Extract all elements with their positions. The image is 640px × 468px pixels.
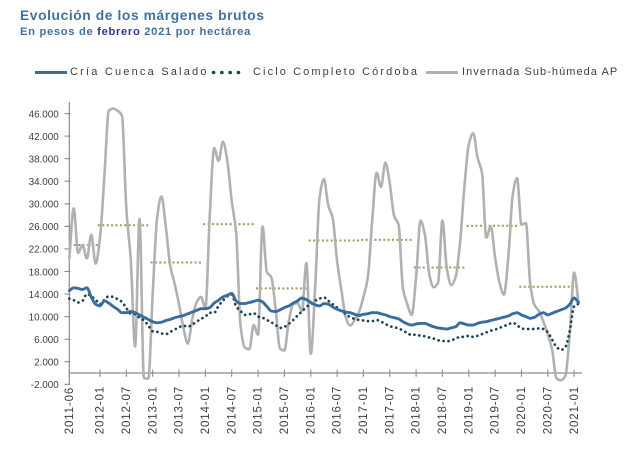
svg-text:2020-01: 2020-01 [516,386,528,434]
svg-text:2020-07: 2020-07 [542,386,554,434]
svg-text:30.000: 30.000 [29,200,60,211]
svg-text:2019-07: 2019-07 [490,386,502,434]
svg-text:2.000: 2.000 [34,358,59,369]
svg-text:38.000: 38.000 [29,155,60,166]
svg-text:2015-01: 2015-01 [253,386,265,434]
svg-text:2016-01: 2016-01 [305,386,317,434]
svg-text:2014-07: 2014-07 [226,386,238,434]
svg-text:2013-01: 2013-01 [147,386,159,434]
svg-text:2012-01: 2012-01 [95,386,107,434]
svg-text:2014-01: 2014-01 [200,386,212,434]
svg-text:2018-07: 2018-07 [437,386,449,434]
svg-text:34.000: 34.000 [29,177,60,188]
svg-text:22.000: 22.000 [29,245,60,256]
svg-text:2011-06: 2011-06 [64,387,76,434]
svg-text:42.000: 42.000 [29,132,60,143]
svg-text:18.000: 18.000 [29,267,60,278]
svg-text:2017-01: 2017-01 [358,386,370,434]
svg-text:14.000: 14.000 [29,290,60,301]
svg-text:-2.000: -2.000 [31,380,60,391]
svg-text:2015-07: 2015-07 [279,386,291,434]
svg-text:2018-01: 2018-01 [411,386,423,434]
svg-text:2017-07: 2017-07 [384,386,396,434]
svg-text:46.000: 46.000 [29,109,60,120]
svg-text:2021-01: 2021-01 [569,386,581,434]
svg-text:10.000: 10.000 [29,312,60,323]
svg-text:2012-07: 2012-07 [121,386,133,434]
svg-text:26.000: 26.000 [29,222,60,233]
svg-text:2016-07: 2016-07 [332,386,344,434]
svg-text:6.000: 6.000 [34,335,59,346]
svg-text:2013-07: 2013-07 [174,386,186,434]
svg-text:2019-01: 2019-01 [463,386,475,434]
